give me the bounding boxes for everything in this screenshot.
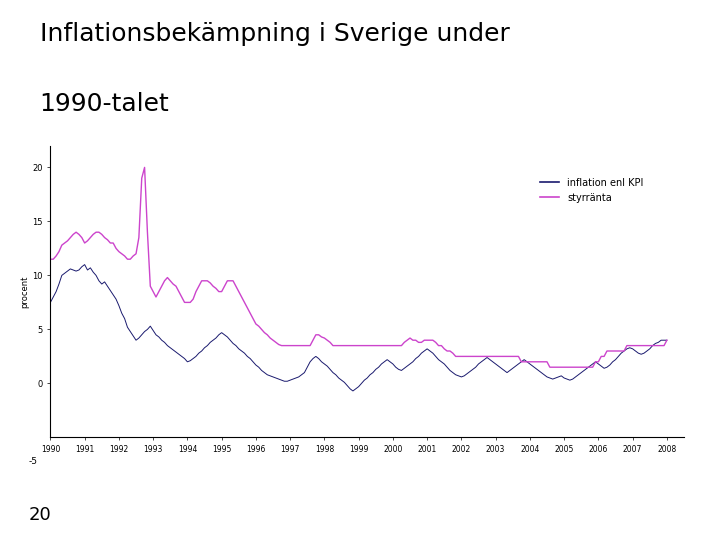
Text: -5: -5 — [29, 457, 37, 466]
Text: Inflationsbekämpning i Sverige under: Inflationsbekämpning i Sverige under — [40, 22, 510, 45]
Text: 20: 20 — [29, 506, 52, 524]
Legend: inflation enl KPI, styrränta: inflation enl KPI, styrränta — [536, 174, 647, 207]
Text: 1990-talet: 1990-talet — [40, 92, 169, 116]
Y-axis label: procent: procent — [20, 275, 30, 308]
